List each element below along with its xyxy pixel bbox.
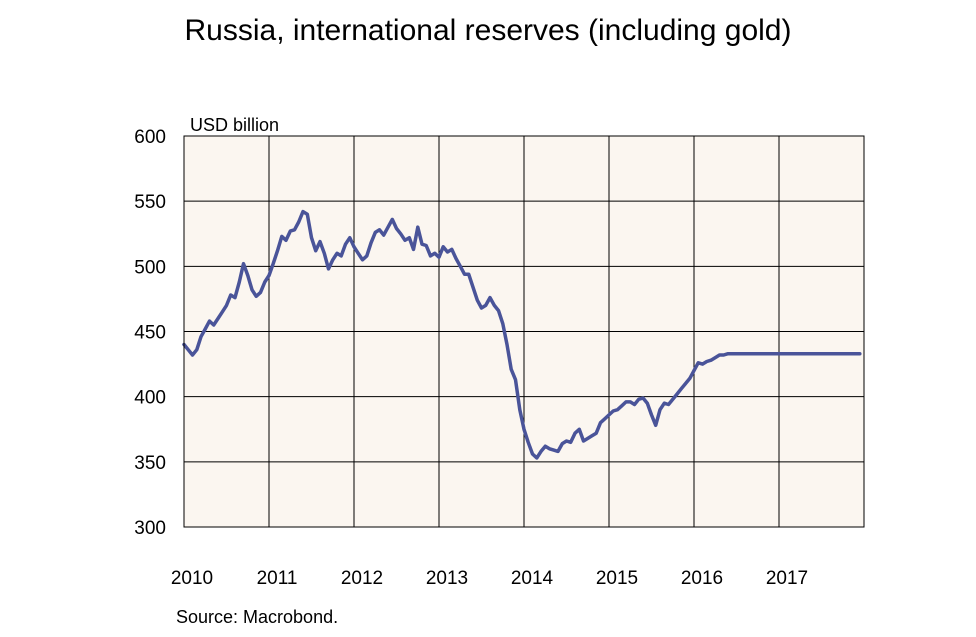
x-tick-label: 2010 bbox=[171, 568, 213, 589]
source-note: Source: Macrobond. bbox=[176, 607, 339, 627]
y-axis: 300 350 400 450 500 550 600 bbox=[134, 127, 166, 539]
y-tick-label: 450 bbox=[134, 323, 166, 344]
y-tick-label: 600 bbox=[134, 127, 166, 148]
x-tick-label: 2011 bbox=[257, 568, 298, 589]
y-tick-label: 300 bbox=[134, 518, 166, 539]
y-axis-unit-label: USD billion bbox=[190, 115, 279, 135]
y-tick-label: 500 bbox=[134, 257, 166, 278]
y-tick-label: 350 bbox=[134, 453, 166, 474]
y-tick-label: 400 bbox=[134, 388, 166, 409]
y-tick-label: 550 bbox=[134, 192, 166, 213]
chart-title: Russia, international reserves (includin… bbox=[184, 14, 792, 47]
x-tick-label: 2016 bbox=[681, 568, 723, 589]
x-tick-label: 2012 bbox=[341, 568, 383, 589]
x-tick-label: 2014 bbox=[511, 568, 554, 589]
x-axis: 2010 2011 2012 2013 2014 2015 2016 2017 bbox=[171, 568, 808, 589]
x-tick-label: 2017 bbox=[766, 568, 808, 589]
series-line-reserves bbox=[182, 209, 862, 460]
x-tick-label: 2013 bbox=[426, 568, 468, 589]
x-tick-label: 2015 bbox=[596, 568, 638, 589]
plot-border bbox=[183, 135, 865, 528]
